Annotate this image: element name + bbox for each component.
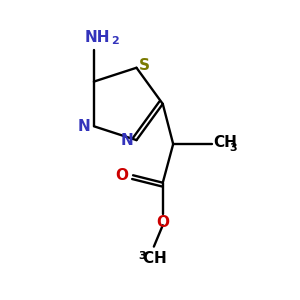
Text: O: O bbox=[156, 215, 169, 230]
Text: CH: CH bbox=[213, 135, 237, 150]
Text: 3: 3 bbox=[230, 142, 237, 153]
Text: 2: 2 bbox=[111, 36, 119, 46]
Text: NH: NH bbox=[85, 30, 110, 45]
Text: S: S bbox=[139, 58, 150, 73]
Text: O: O bbox=[116, 168, 129, 183]
Text: N: N bbox=[120, 133, 133, 148]
Text: C: C bbox=[142, 251, 154, 266]
Text: H: H bbox=[154, 251, 167, 266]
Text: N: N bbox=[78, 119, 90, 134]
Text: 3: 3 bbox=[138, 251, 146, 261]
